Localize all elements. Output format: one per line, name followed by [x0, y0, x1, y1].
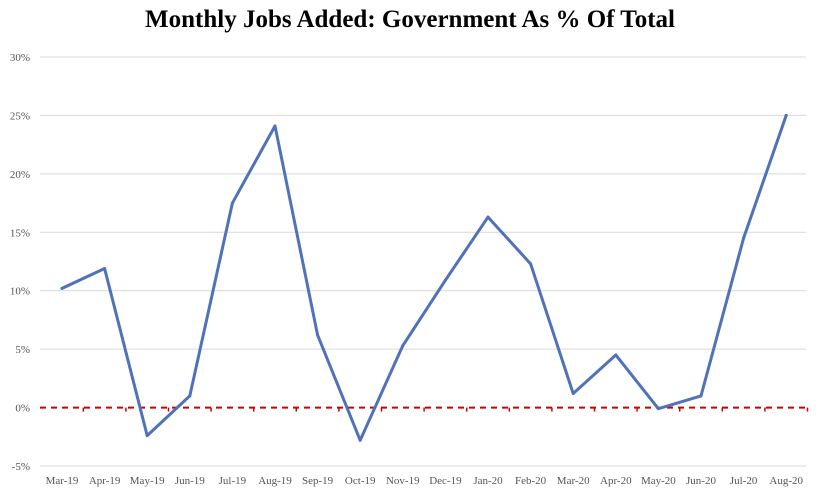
x-tick-label: Jun-20: [686, 475, 716, 487]
y-tick-label: 15%: [10, 227, 30, 239]
data-point: [358, 438, 362, 442]
x-tick-label: Apr-19: [89, 475, 121, 487]
x-tick-label: Jun-19: [175, 475, 205, 487]
x-tick-label: May-20: [641, 475, 676, 487]
data-point: [443, 278, 447, 282]
data-point: [571, 392, 575, 396]
data-point: [188, 394, 192, 398]
x-tick-label: Nov-19: [386, 475, 420, 487]
x-tick-label: Feb-20: [515, 475, 547, 487]
x-tick-label: Sep-19: [302, 475, 334, 487]
data-point: [401, 344, 405, 348]
series-line: [60, 113, 788, 442]
data-point: [656, 407, 660, 411]
data-point: [230, 201, 234, 205]
y-tick-label: 25%: [10, 110, 30, 122]
x-tick-label: Jul-20: [730, 475, 758, 487]
x-tick-label: Mar-20: [557, 475, 590, 487]
data-point: [742, 236, 746, 240]
series-layer: [60, 113, 788, 442]
x-tick-label: Dec-19: [429, 475, 462, 487]
data-point: [784, 113, 788, 117]
x-tick-label: Jan-20: [473, 475, 503, 487]
y-tick-label: 0%: [15, 403, 30, 415]
y-tick-label: 30%: [10, 52, 30, 64]
x-tick-label: Aug-20: [769, 475, 803, 487]
x-tick-label: May-19: [130, 475, 165, 487]
data-point: [529, 262, 533, 266]
data-point: [60, 286, 64, 290]
y-tick-label: 20%: [10, 169, 30, 181]
y-tick-label: 5%: [15, 344, 30, 356]
x-tick-label: Apr-20: [600, 475, 632, 487]
zero-reference-line: [40, 406, 809, 412]
data-point: [486, 215, 490, 219]
data-point: [145, 434, 149, 438]
x-axis-ticks: Mar-19 Apr-19 May-19 Jun-19 Jul-19 Aug-19 Sep-…: [46, 475, 804, 487]
data-point: [273, 124, 277, 128]
x-tick-label: Mar-19: [46, 475, 79, 487]
chart-title: Monthly Jobs Added: Government As % Of T…: [145, 6, 675, 33]
y-axis-ticks: 30% 25% 20% 15% 10% 5% 0% -5%: [10, 52, 30, 473]
y-tick-label: -5%: [12, 461, 30, 473]
data-point: [103, 267, 107, 271]
data-point: [316, 333, 320, 337]
data-point: [699, 394, 703, 398]
gridlines: [40, 56, 806, 467]
data-point: [614, 353, 618, 357]
x-tick-label: Aug-19: [258, 475, 292, 487]
y-tick-label: 10%: [10, 286, 30, 298]
x-tick-label: Jul-19: [219, 475, 247, 487]
x-tick-label: Oct-19: [345, 475, 376, 487]
